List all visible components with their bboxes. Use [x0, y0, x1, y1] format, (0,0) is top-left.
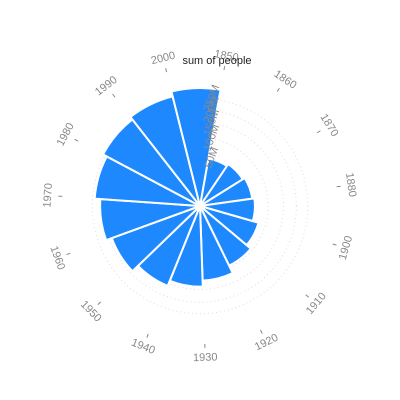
angle-label-1870: 1870 [317, 112, 340, 139]
angle-label-1990: 1990 [93, 74, 120, 99]
angle-tick-1990 [112, 93, 116, 98]
angle-label-1940: 1940 [129, 337, 156, 357]
angle-label-1850: 1850 [213, 48, 239, 64]
angle-label-1900: 1900 [337, 234, 355, 261]
angle-tick-1860 [276, 87, 280, 92]
angle-tick-1870 [316, 130, 321, 134]
angle-tick-1950 [97, 301, 102, 305]
angle-label-1930: 1930 [193, 351, 218, 364]
angle-label-1960: 1960 [47, 244, 67, 271]
angle-tick-1910 [305, 294, 310, 298]
bar-2000[interactable] [170, 87, 222, 207]
angle-tick-1960 [66, 252, 71, 256]
angle-tick-1980 [74, 138, 79, 142]
angle-label-1880: 1880 [343, 172, 358, 198]
angle-tick-1880 [336, 185, 341, 188]
angle-label-1910: 1910 [304, 290, 329, 316]
angle-tick-1920 [260, 329, 263, 334]
grid-circle-200M [103, 109, 297, 303]
angle-label-2000: 2000 [150, 50, 177, 68]
angle-label-1970: 1970 [41, 183, 55, 208]
angle-label-1980: 1980 [55, 121, 77, 148]
angle-tick-2000 [165, 68, 168, 73]
angle-tick-1900 [332, 243, 337, 246]
radius-axis-title: sum of people [182, 55, 251, 67]
angle-label-1920: 1920 [253, 332, 280, 354]
grid-circle-250M [91, 97, 309, 315]
angle-label-1860: 1860 [272, 68, 299, 92]
bar-series [93, 87, 260, 288]
angle-tick-1940 [146, 333, 149, 338]
angle-tick-1850 [223, 66, 226, 71]
